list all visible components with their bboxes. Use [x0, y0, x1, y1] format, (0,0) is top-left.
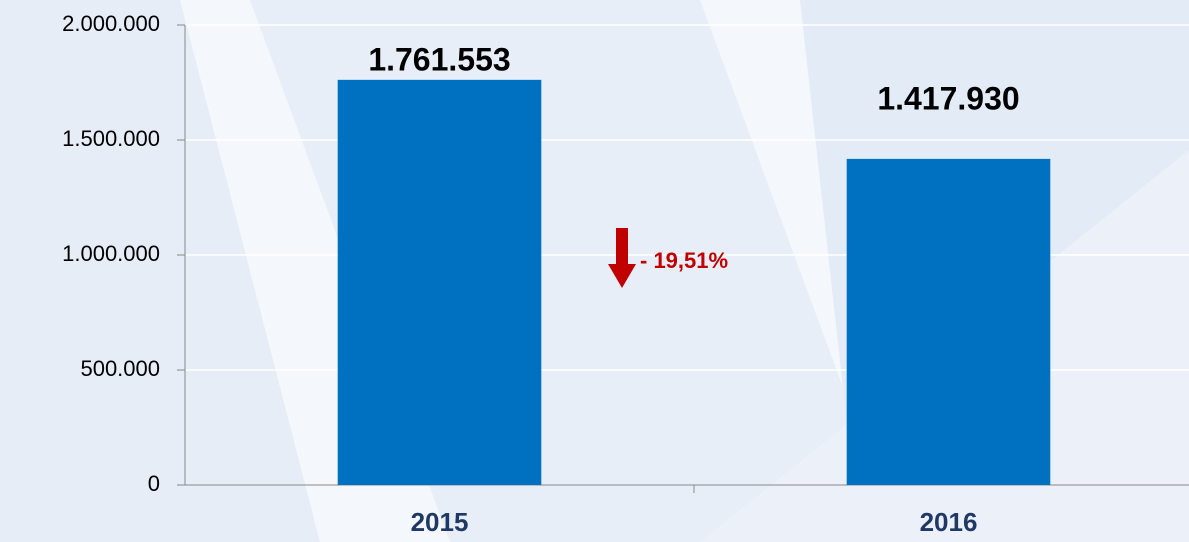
background-shape [0, 0, 320, 542]
y-tick-label: 1.500.000 [62, 126, 160, 151]
x-tick-label: 2016 [920, 507, 978, 537]
bar [337, 79, 542, 486]
y-tick-label: 0 [148, 471, 160, 496]
x-tick-label: 2015 [411, 507, 469, 537]
y-tick-label: 1.000.000 [62, 241, 160, 266]
value-label: 1.761.553 [368, 41, 510, 77]
bar [846, 158, 1051, 485]
value-label: 1.417.930 [877, 80, 1019, 116]
y-tick-label: 2.000.000 [62, 11, 160, 36]
y-tick-label: 500.000 [80, 356, 160, 381]
down-arrow [608, 228, 636, 288]
annotation: - 19,51% [640, 248, 728, 273]
